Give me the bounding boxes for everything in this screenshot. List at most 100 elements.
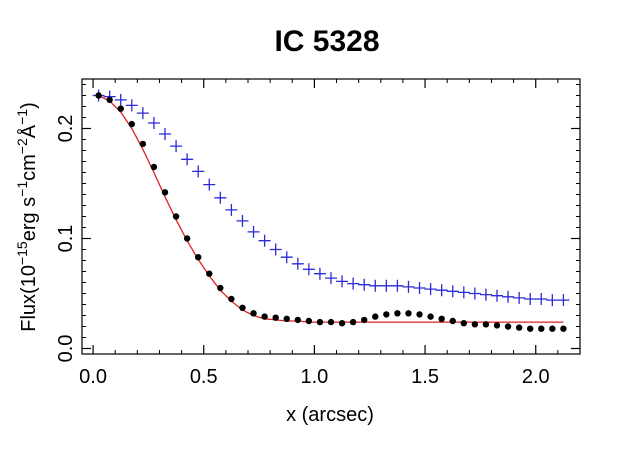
dot-point: [161, 189, 169, 196]
cross-point: [114, 93, 127, 106]
cross-point: [336, 275, 349, 288]
cross-point: [369, 279, 382, 292]
cross-point: [468, 287, 481, 300]
dot-point: [383, 311, 390, 318]
y-label-exp1: −15: [14, 241, 30, 265]
y-tick-labels: 0.0 0.1 0.2: [55, 115, 77, 363]
dot-point: [305, 317, 313, 325]
dot-point: [294, 316, 301, 324]
y-label-unit3: Å: [17, 124, 40, 138]
cross-point: [269, 243, 282, 256]
dot-point: [206, 270, 213, 277]
x-tick-labels: 0.0 0.5 1.0 1.5 2.0: [79, 366, 549, 388]
dot-point: [195, 254, 202, 261]
cross-point: [170, 140, 183, 153]
dot-point: [560, 325, 567, 332]
cross-point: [524, 293, 537, 305]
cross-point: [258, 234, 271, 247]
cross-point: [513, 291, 526, 304]
cross-point: [479, 288, 492, 301]
dot-point: [172, 213, 180, 220]
cross-point: [502, 290, 515, 303]
series-layer: [92, 89, 570, 332]
dot-point: [327, 318, 335, 326]
dot-point: [117, 105, 124, 112]
cross-point: [535, 293, 548, 305]
cross-point: [358, 278, 371, 291]
cross-point: [159, 128, 171, 140]
cross-point: [125, 99, 138, 112]
cross-point: [203, 178, 216, 191]
dot-point: [272, 314, 279, 321]
x-tick-label: 1.5: [411, 366, 439, 388]
dot-point: [106, 96, 113, 104]
dot-point: [538, 325, 545, 332]
dot-point: [438, 315, 445, 322]
x-tick-label: 0.5: [190, 366, 218, 388]
dot-point: [261, 313, 268, 320]
cross-point: [457, 286, 470, 299]
cross-point: [236, 214, 249, 227]
dot-point: [239, 304, 246, 311]
cross-point: [247, 225, 260, 238]
dot-point: [416, 311, 423, 318]
dot-point: [361, 316, 368, 324]
dot-point: [493, 322, 501, 329]
dot-point: [283, 315, 290, 322]
dot-point: [338, 320, 346, 327]
dot-point: [394, 310, 401, 317]
dot-point: [128, 120, 135, 128]
x-tick-label: 1.0: [300, 366, 328, 388]
dot-point: [250, 310, 257, 317]
cross-point: [391, 279, 404, 292]
x-axis-label: x (arcsec): [286, 404, 374, 426]
cross-point: [302, 263, 315, 276]
cross-point: [402, 280, 415, 293]
cross-point: [546, 294, 559, 307]
dot-point: [405, 310, 412, 317]
y-label-prefix: Flux(10: [18, 265, 40, 332]
plot-frame: [81, 78, 581, 355]
dot-point: [228, 295, 235, 303]
y-label-unit1: erg s: [18, 197, 40, 241]
dot-point: [150, 163, 158, 171]
dot-point: [372, 313, 379, 320]
ticks: [82, 79, 581, 354]
dot-point: [527, 325, 534, 332]
chart-title: IC 5328: [274, 25, 379, 58]
y-label-exp2: −1: [14, 181, 30, 197]
dot-point: [449, 317, 456, 325]
cross-point: [325, 272, 337, 285]
cross-point: [214, 191, 227, 204]
dot-point: [349, 318, 357, 326]
cross-point: [291, 257, 304, 270]
y-label-exp3: −2: [14, 138, 30, 154]
dot-point: [183, 235, 191, 242]
dot-point: [217, 284, 224, 292]
dot-point: [504, 323, 512, 330]
cross-point: [424, 283, 437, 296]
cross-point: [225, 203, 238, 216]
dot-point: [427, 313, 434, 320]
cross-point: [136, 107, 149, 120]
x-tick-label: 2.0: [522, 366, 550, 388]
cross-point: [380, 279, 393, 292]
cross-point: [313, 267, 326, 280]
y-label-unit2: cm: [18, 154, 40, 181]
y-tick-label: 0.2: [55, 115, 77, 143]
dot-point: [139, 140, 147, 148]
dot-point: [460, 320, 467, 327]
cross-point: [147, 117, 160, 129]
y-tick-label: 0.1: [55, 225, 77, 253]
cross-point: [557, 294, 570, 307]
cross-point: [192, 165, 205, 178]
y-label-exp4: −1: [14, 109, 30, 125]
cross-point: [181, 153, 194, 166]
dot-point: [515, 324, 523, 331]
dot-point: [471, 321, 479, 328]
cross-point: [280, 251, 293, 264]
dot-point: [316, 318, 324, 326]
dot-point: [95, 92, 102, 99]
dot-point: [549, 325, 556, 332]
